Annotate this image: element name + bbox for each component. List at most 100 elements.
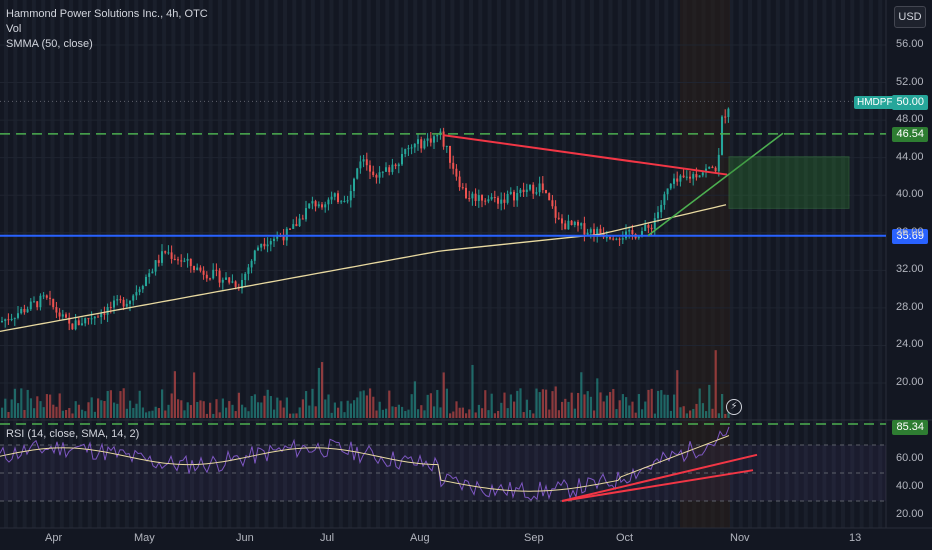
volume-bar xyxy=(525,399,528,418)
session-shade xyxy=(748,0,752,528)
volume-bar xyxy=(231,404,234,418)
volume-bar xyxy=(455,401,458,418)
candle-body xyxy=(545,190,547,194)
candle-body xyxy=(436,135,439,137)
volume-bar xyxy=(311,388,314,418)
candle-body xyxy=(205,274,208,279)
session-shade xyxy=(627,0,632,528)
volume-bar xyxy=(583,394,586,418)
candle-body xyxy=(90,318,93,320)
volume-bar xyxy=(465,413,468,418)
volume-bar xyxy=(561,401,564,418)
volume-bar xyxy=(7,412,10,418)
volume-bar xyxy=(641,409,644,418)
candle-body xyxy=(77,320,80,326)
candle-body xyxy=(378,172,381,178)
session-shade xyxy=(794,0,799,528)
volume-bar xyxy=(356,397,359,418)
support-price-tag: 35.69 xyxy=(892,229,928,244)
volume-bar xyxy=(289,413,292,418)
volume-bar xyxy=(407,409,410,418)
candle-body xyxy=(596,228,599,236)
session-shade xyxy=(813,0,818,528)
volume-bar xyxy=(103,401,106,418)
volume-bar xyxy=(711,408,714,418)
volume-bar xyxy=(580,372,583,418)
volume-bar xyxy=(519,388,522,418)
candle-body xyxy=(122,299,125,307)
session-shade xyxy=(255,0,260,528)
volume-bar xyxy=(481,408,484,418)
volume-bar xyxy=(71,413,74,418)
candle-body xyxy=(493,197,496,199)
session-shade xyxy=(245,0,250,528)
session-shade xyxy=(273,0,278,528)
volume-bar xyxy=(689,410,692,418)
volume-bar xyxy=(353,400,356,418)
session-shade xyxy=(636,0,641,528)
volume-bar xyxy=(644,401,647,418)
candle-body xyxy=(561,218,563,224)
candle-body xyxy=(445,145,448,147)
candle-body xyxy=(231,281,234,283)
candle-body xyxy=(87,318,90,320)
candle-body xyxy=(234,281,237,287)
volume-bar xyxy=(685,413,688,418)
highlight-shade xyxy=(680,0,730,528)
volume-bar xyxy=(148,411,151,418)
volume-bar xyxy=(113,402,116,418)
session-shade xyxy=(180,0,185,528)
candle-body xyxy=(241,280,243,289)
candle-body xyxy=(653,218,656,230)
candle-body xyxy=(263,243,266,247)
volume-bar xyxy=(330,412,333,418)
volume-bar xyxy=(529,410,532,418)
candle-body xyxy=(228,277,231,283)
candle-body xyxy=(247,267,250,274)
candle-body xyxy=(701,172,704,176)
session-shade xyxy=(803,0,808,528)
candle-body xyxy=(260,243,263,248)
volume-bar xyxy=(413,381,416,418)
lightning-icon[interactable]: ⚡ xyxy=(726,399,742,415)
volume-bar xyxy=(532,413,535,418)
candle-body xyxy=(455,168,458,177)
candle-body xyxy=(164,251,167,253)
volume-bar xyxy=(410,394,413,418)
volume-bar xyxy=(564,398,567,418)
smma-legend[interactable]: SMMA (50, close) xyxy=(6,38,93,50)
currency-button[interactable]: USD xyxy=(894,6,926,28)
candle-body xyxy=(394,164,397,167)
candle-body xyxy=(321,204,323,208)
volume-bar xyxy=(77,404,80,418)
candle-body xyxy=(685,176,688,178)
resistance-price-tag: 46.54 xyxy=(892,127,928,142)
session-shade xyxy=(264,0,269,528)
session-shade xyxy=(329,0,334,528)
candle-body xyxy=(423,140,426,149)
volume-bar xyxy=(692,408,695,418)
volume-bar xyxy=(273,409,276,418)
candle-body xyxy=(177,259,179,261)
candle-body xyxy=(727,108,730,118)
candle-body xyxy=(103,313,106,315)
session-shade xyxy=(571,0,576,528)
volume-bar xyxy=(26,389,29,418)
volume-bar xyxy=(138,390,141,418)
candle-body xyxy=(29,301,32,310)
volume-bar xyxy=(36,396,39,418)
session-shade xyxy=(757,0,762,528)
candle-body xyxy=(513,191,515,201)
volume-bar xyxy=(215,399,218,418)
candle-body xyxy=(612,238,615,240)
candle-body xyxy=(375,175,378,178)
volume-bar xyxy=(538,392,541,418)
rsi-legend[interactable]: RSI (14, close, SMA, 14, 2) xyxy=(6,428,140,440)
time-tick-label: Sep xyxy=(524,532,544,544)
candle-body xyxy=(106,307,109,315)
candle-body xyxy=(695,174,698,178)
volume-bar xyxy=(609,392,612,418)
candle-body xyxy=(669,183,672,189)
volume-legend[interactable]: Vol xyxy=(6,23,22,35)
